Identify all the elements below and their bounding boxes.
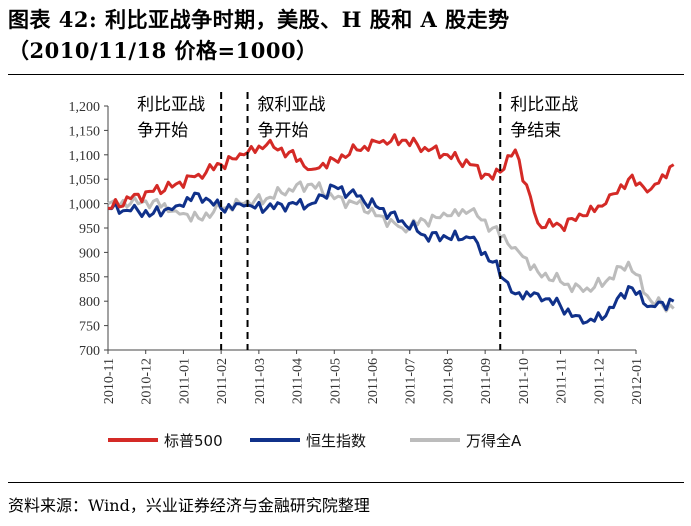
x-tick-label: 2011-11 [555,358,570,404]
y-tick-label: 850 [79,271,100,286]
y-tick-label: 1,000 [69,198,101,213]
x-axis: 2010-11 2010-12 2011-01 2011-02 2011-03 2011-… [102,349,645,405]
y-tick-label: 1,050 [69,173,101,188]
x-tick-label: 2012-01 [630,358,645,405]
x-tick-label: 2011-07 [404,358,419,404]
chart-title: 图表 42: 利比亚战争时期，美股、H 股和 A 股走势 （2010/11/18… [8,4,684,66]
event-label-line2: 争结束 [510,121,561,141]
x-tick-label: 2011-03 [253,358,268,404]
event-label-line2: 争开始 [137,121,188,141]
x-tick-label: 2011-05 [328,358,343,404]
series-line-sp500 [107,133,675,233]
legend-label: 标普500 [164,432,223,450]
event-label-line1: 叙利亚战 [258,95,326,115]
y-axis: 1,200 1,150 1,100 1,050 1,000 950 900 850 800 750… [69,100,109,359]
y-tick-label: 800 [79,295,100,310]
title-line-1: 图表 42: 利比亚战争时期，美股、H 股和 A 股走势 [8,7,510,32]
footer-divider [8,482,684,483]
y-tick-label: 1,200 [69,100,101,115]
x-tick-label: 2011-01 [177,358,192,404]
source-note: 资料来源：Wind，兴业证券经济与金融研究院整理 [8,496,370,515]
x-tick-label: 2011-02 [215,358,230,404]
event-label-line1: 利比亚战 [510,95,578,115]
y-tick-label: 1,150 [69,124,101,139]
x-tick-label: 2011-10 [517,358,532,404]
event-label-line2: 争开始 [258,121,309,141]
legend-label: 万得全A [466,432,522,450]
x-tick-label: 2011-12 [592,358,607,404]
x-tick-label: 2011-04 [291,358,306,404]
x-tick-label: 2011-08 [441,358,456,404]
y-tick-label: 950 [79,222,100,237]
y-tick-label: 700 [79,344,100,359]
x-tick-label: 2010-11 [102,358,117,404]
x-tick-label: 2010-12 [140,358,155,405]
series-lines [107,133,675,325]
x-tick-label: 2011-09 [479,358,494,404]
y-tick-label: 1,100 [69,149,101,164]
legend: 标普500 恒生指数 万得全A [108,432,522,450]
x-tick-label: 2011-06 [366,358,381,404]
legend-label: 恒生指数 [306,432,366,450]
y-tick-label: 750 [79,320,100,335]
series-line-hsi [107,183,675,325]
title-line-2: （2010/11/18 价格=1000） [8,38,318,63]
event-label-line1: 利比亚战 [137,95,205,115]
series-line-wind-a [107,180,675,313]
title-divider [8,74,684,75]
y-tick-label: 900 [79,246,100,261]
